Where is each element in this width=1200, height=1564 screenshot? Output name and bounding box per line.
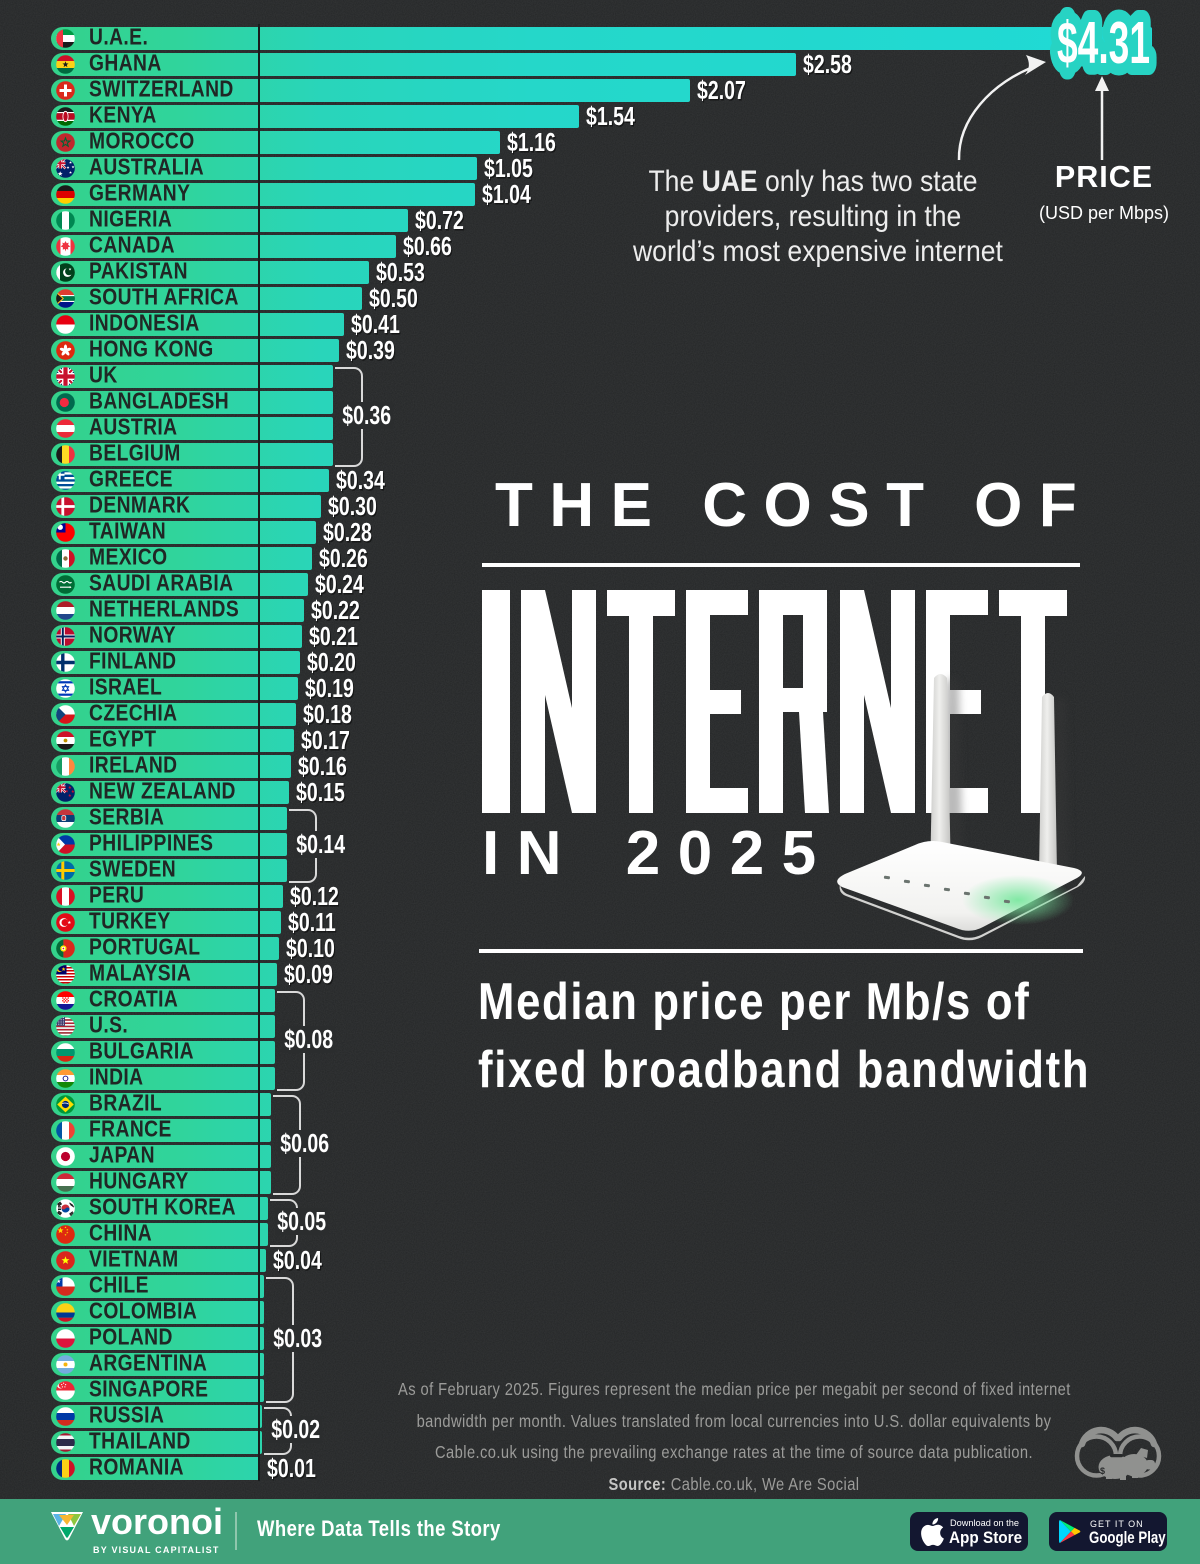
svg-text:$4.31: $4.31 <box>1057 10 1150 76</box>
svg-text:$4.31: $4.31 <box>1057 10 1150 76</box>
svg-text:$: $ <box>1100 1466 1105 1476</box>
